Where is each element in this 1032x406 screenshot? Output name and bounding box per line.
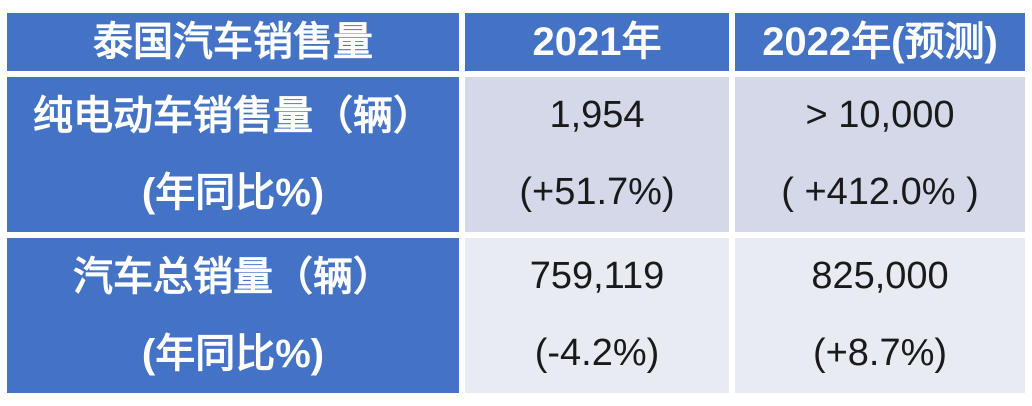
total-sales-2021-yoy: (-4.2%) xyxy=(534,332,660,375)
row-label-line2: (年同比%) xyxy=(141,171,325,216)
bev-sales-2022-yoy: ( +412.0% ) xyxy=(781,171,979,214)
table-title: 泰国汽车销售量 xyxy=(93,20,373,64)
column-header-2022-forecast: 2022年(预测) xyxy=(762,20,998,64)
bev-sales-2021-yoy: (+51.7%) xyxy=(519,171,675,214)
total-sales-2022-value: 825,000 xyxy=(811,254,949,297)
row-label-line1: 汽车总销量（辆） xyxy=(73,254,393,299)
row-label-line2: (年同比%) xyxy=(141,332,325,377)
row-label-total-sales: 汽车总销量（辆） (年同比%) xyxy=(7,238,459,393)
row-label-bev-sales: 纯电动车销售量（辆） (年同比%) xyxy=(7,77,459,232)
header-cell-title: 泰国汽车销售量 xyxy=(7,13,459,71)
total-sales-2022-cell: 825,000 (+8.7%) xyxy=(735,238,1025,393)
sales-table: 泰国汽车销售量 2021年 2022年(预测) 纯电动车销售量（辆） (年同比%… xyxy=(7,13,1025,393)
total-sales-2021-cell: 759,119 (-4.2%) xyxy=(465,238,729,393)
bev-sales-2022-value: > 10,000 xyxy=(805,93,955,136)
total-sales-2022-yoy: (+8.7%) xyxy=(812,332,948,375)
bev-sales-2022-cell: > 10,000 ( +412.0% ) xyxy=(735,77,1025,232)
row-label-line1: 纯电动车销售量（辆） xyxy=(33,93,433,138)
header-cell-2022-forecast: 2022年(预测) xyxy=(735,13,1025,71)
bev-sales-2021-value: 1,954 xyxy=(549,93,645,136)
header-cell-2021: 2021年 xyxy=(465,13,729,71)
bev-sales-2021-cell: 1,954 (+51.7%) xyxy=(465,77,729,232)
total-sales-2021-value: 759,119 xyxy=(529,254,665,297)
column-header-2021: 2021年 xyxy=(532,20,662,64)
